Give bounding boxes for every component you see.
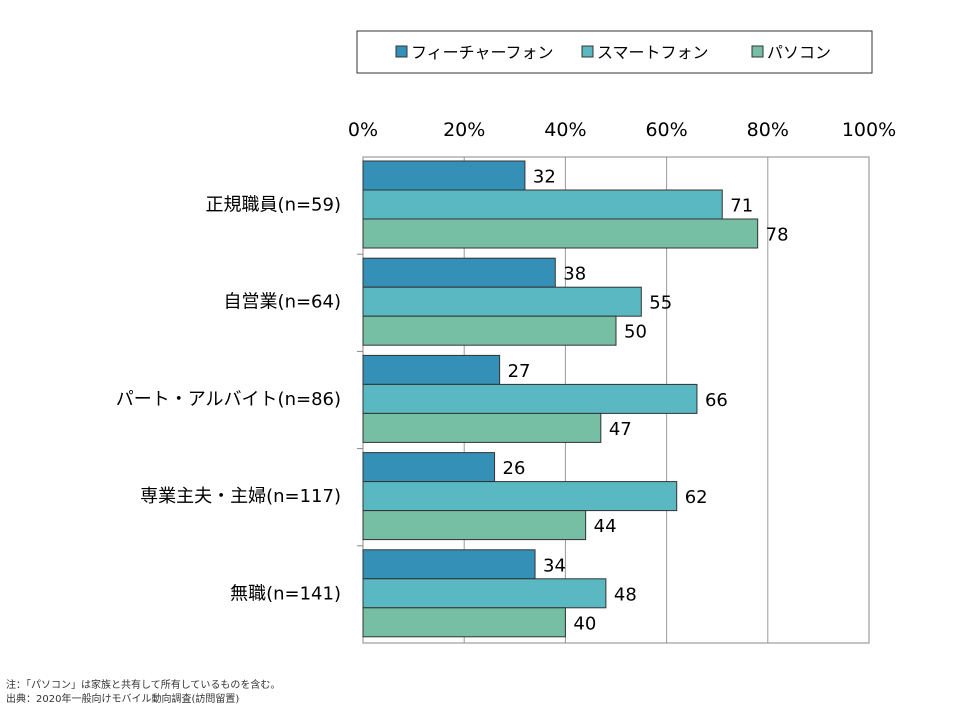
bar <box>362 354 501 385</box>
data-label: 50 <box>624 322 647 343</box>
category-label: 専業主夫・主婦(n=117) <box>140 486 341 507</box>
data-label: 38 <box>563 264 586 285</box>
bar <box>362 257 556 288</box>
legend-label: パソコン <box>767 43 831 62</box>
data-label: 27 <box>508 361 531 382</box>
data-label: 34 <box>543 555 566 576</box>
category-label: 正規職員(n=59) <box>206 195 341 216</box>
x-tick-label: 80% <box>747 119 789 141</box>
legend-swatch <box>751 45 764 58</box>
bar <box>362 160 526 191</box>
data-label: 48 <box>614 584 637 605</box>
legend-label: フィーチャーフォン <box>411 43 554 62</box>
legend-box <box>356 30 873 74</box>
bar <box>362 218 759 249</box>
footnote-source: 出典：2020年一般向けモバイル動向調査(訪問留置) <box>6 694 240 705</box>
category-label: 無職(n=141) <box>230 583 341 604</box>
data-label: 78 <box>766 225 789 246</box>
x-tick-label: 0% <box>348 119 378 141</box>
data-label: 62 <box>685 487 708 508</box>
bar <box>362 383 698 414</box>
legend-label: スマートフォン <box>597 43 709 62</box>
bar <box>362 481 678 512</box>
bar <box>362 412 602 443</box>
data-label: 47 <box>609 419 632 440</box>
bar <box>362 549 536 580</box>
x-tick-label: 60% <box>645 119 687 141</box>
bar <box>362 578 607 609</box>
data-label: 32 <box>533 167 556 188</box>
data-label: 55 <box>649 293 672 314</box>
data-label: 40 <box>573 613 596 634</box>
bar <box>362 510 587 541</box>
legend-swatch <box>581 45 594 58</box>
data-label: 26 <box>503 458 526 479</box>
bar <box>362 189 723 220</box>
bar <box>362 315 617 346</box>
bar <box>362 452 496 483</box>
x-tick-label: 100% <box>842 119 896 141</box>
x-tick-label: 20% <box>443 119 485 141</box>
bar <box>362 607 566 638</box>
category-label: パート・アルバイト(n=86) <box>116 389 341 410</box>
footnote-note: 注：「パソコン」は家族と共有して所有しているものを含む。 <box>6 680 281 691</box>
legend-swatch <box>395 45 408 58</box>
x-tick-label: 40% <box>544 119 586 141</box>
data-label: 44 <box>594 516 617 537</box>
bar <box>362 286 642 317</box>
data-label: 66 <box>705 390 728 411</box>
data-label: 71 <box>730 196 753 217</box>
category-label: 自営業(n=64) <box>224 292 341 313</box>
